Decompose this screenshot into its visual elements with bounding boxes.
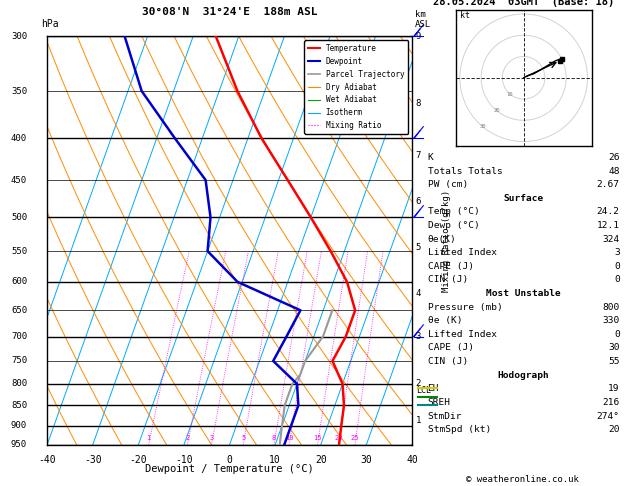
Text: hPa: hPa xyxy=(41,19,58,29)
Text: 10: 10 xyxy=(269,455,281,465)
Text: SREH: SREH xyxy=(428,398,450,407)
Text: 0: 0 xyxy=(614,330,620,339)
Text: 450: 450 xyxy=(11,175,27,185)
Text: kt: kt xyxy=(460,11,470,20)
Text: LCL: LCL xyxy=(416,386,431,395)
Text: Temp (°C): Temp (°C) xyxy=(428,208,479,216)
Text: 30: 30 xyxy=(360,455,372,465)
Text: 324: 324 xyxy=(603,235,620,243)
Text: 2.67: 2.67 xyxy=(597,180,620,189)
Text: 700: 700 xyxy=(11,332,27,341)
Text: 900: 900 xyxy=(11,421,27,430)
Text: 800: 800 xyxy=(603,303,620,312)
Text: 216: 216 xyxy=(603,398,620,407)
Text: 24.2: 24.2 xyxy=(597,208,620,216)
Text: © weatheronline.co.uk: © weatheronline.co.uk xyxy=(465,474,579,484)
Text: PW (cm): PW (cm) xyxy=(428,180,468,189)
Text: 15: 15 xyxy=(313,435,322,441)
Text: 2: 2 xyxy=(416,380,421,388)
Text: 3: 3 xyxy=(209,435,214,441)
Text: -10: -10 xyxy=(175,455,193,465)
Text: 0: 0 xyxy=(226,455,233,465)
Text: 274°: 274° xyxy=(597,412,620,420)
Text: 10: 10 xyxy=(507,91,513,97)
Text: 26: 26 xyxy=(608,153,620,162)
Text: Surface: Surface xyxy=(504,194,543,203)
Legend: Temperature, Dewpoint, Parcel Trajectory, Dry Adiabat, Wet Adiabat, Isotherm, Mi: Temperature, Dewpoint, Parcel Trajectory… xyxy=(304,40,408,134)
Text: 300: 300 xyxy=(11,32,27,41)
Text: StmDir: StmDir xyxy=(428,412,462,420)
Text: 4: 4 xyxy=(416,289,421,298)
Text: 9: 9 xyxy=(416,32,421,41)
Text: 20: 20 xyxy=(493,108,499,113)
Text: Lifted Index: Lifted Index xyxy=(428,248,496,257)
Text: 48: 48 xyxy=(608,167,620,175)
Text: 850: 850 xyxy=(11,401,27,410)
Text: 20: 20 xyxy=(315,455,326,465)
Text: CIN (J): CIN (J) xyxy=(428,276,468,284)
Text: 5: 5 xyxy=(416,243,421,252)
Text: 30: 30 xyxy=(608,344,620,352)
Text: K: K xyxy=(428,153,433,162)
Text: Hodograph: Hodograph xyxy=(498,371,550,380)
Text: CAPE (J): CAPE (J) xyxy=(428,344,474,352)
Text: θe(K): θe(K) xyxy=(428,235,456,243)
Text: 500: 500 xyxy=(11,213,27,222)
Text: 2: 2 xyxy=(186,435,189,441)
Text: 19: 19 xyxy=(608,384,620,393)
Text: 30°08'N  31°24'E  188m ASL: 30°08'N 31°24'E 188m ASL xyxy=(142,7,318,17)
Text: 6: 6 xyxy=(416,197,421,206)
Text: CAPE (J): CAPE (J) xyxy=(428,262,474,271)
Text: CIN (J): CIN (J) xyxy=(428,357,468,366)
Text: 330: 330 xyxy=(603,316,620,325)
Text: 20: 20 xyxy=(334,435,343,441)
Text: 800: 800 xyxy=(11,380,27,388)
Text: 0: 0 xyxy=(614,276,620,284)
Text: 1: 1 xyxy=(416,417,421,425)
Text: Mixing Ratio (g/kg): Mixing Ratio (g/kg) xyxy=(442,190,451,292)
Text: 3: 3 xyxy=(416,332,421,341)
Text: EH: EH xyxy=(428,384,439,393)
Text: -40: -40 xyxy=(38,455,56,465)
Text: 750: 750 xyxy=(11,356,27,365)
Text: 8: 8 xyxy=(272,435,276,441)
Text: 55: 55 xyxy=(608,357,620,366)
Text: 950: 950 xyxy=(11,440,27,449)
Text: 400: 400 xyxy=(11,134,27,143)
Text: 0: 0 xyxy=(614,262,620,271)
Text: 12.1: 12.1 xyxy=(597,221,620,230)
Text: 600: 600 xyxy=(11,278,27,286)
Text: 25: 25 xyxy=(351,435,359,441)
Text: Pressure (mb): Pressure (mb) xyxy=(428,303,503,312)
Text: Dewp (°C): Dewp (°C) xyxy=(428,221,479,230)
Text: 350: 350 xyxy=(11,87,27,96)
Text: 550: 550 xyxy=(11,246,27,256)
Text: -30: -30 xyxy=(84,455,102,465)
Text: 28.05.2024  03GMT  (Base: 18): 28.05.2024 03GMT (Base: 18) xyxy=(433,0,615,7)
Text: 30: 30 xyxy=(479,124,486,129)
Text: 650: 650 xyxy=(11,306,27,315)
Text: θe (K): θe (K) xyxy=(428,316,462,325)
Text: 7: 7 xyxy=(416,151,421,160)
Text: StmSpd (kt): StmSpd (kt) xyxy=(428,425,491,434)
Text: Most Unstable: Most Unstable xyxy=(486,289,561,298)
Text: 20: 20 xyxy=(608,425,620,434)
Text: 8: 8 xyxy=(416,100,421,108)
Text: Lifted Index: Lifted Index xyxy=(428,330,496,339)
Text: 40: 40 xyxy=(406,455,418,465)
Text: 3: 3 xyxy=(614,248,620,257)
Text: 10: 10 xyxy=(285,435,293,441)
Text: km
ASL: km ASL xyxy=(415,10,431,29)
Text: Totals Totals: Totals Totals xyxy=(428,167,503,175)
Text: 1: 1 xyxy=(147,435,151,441)
X-axis label: Dewpoint / Temperature (°C): Dewpoint / Temperature (°C) xyxy=(145,464,314,474)
Text: -20: -20 xyxy=(130,455,147,465)
Text: 5: 5 xyxy=(241,435,245,441)
